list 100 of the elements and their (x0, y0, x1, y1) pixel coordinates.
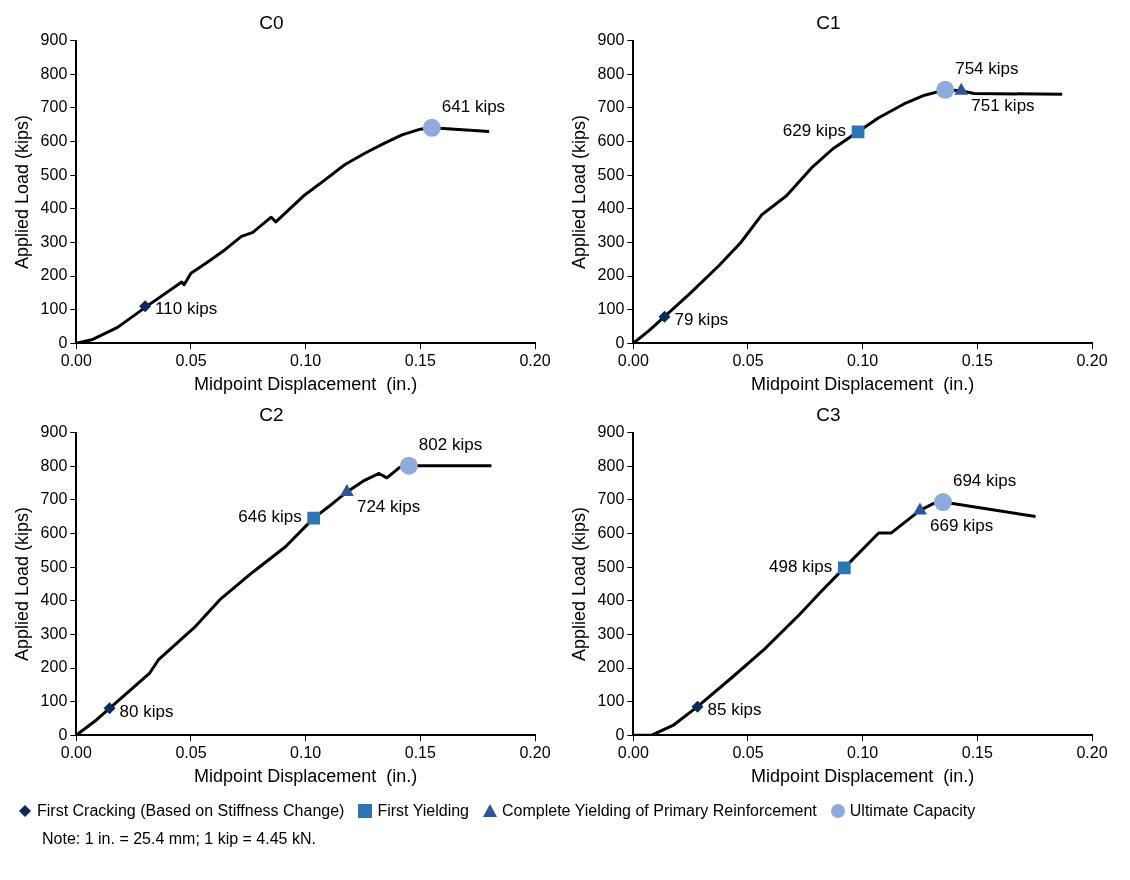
data-label: 724 kips (356, 497, 421, 517)
x-tick-label: 0.15 (961, 352, 993, 370)
x-tick-label: 0.15 (404, 352, 436, 370)
chart-title: C3 (816, 403, 841, 425)
y-axis-title: Applied Load (kips) (568, 506, 589, 662)
legend-label: Ultimate Capacity (849, 802, 976, 820)
y-tick-label: 800 (597, 64, 625, 82)
data-label: 754 kips (955, 59, 1019, 79)
y-tick-label: 300 (40, 624, 68, 642)
y-tick-label: 600 (597, 132, 625, 150)
y-tick-label: 600 (40, 132, 68, 150)
y-tick-label: 400 (40, 199, 68, 217)
y-tick-label: 900 (40, 423, 68, 441)
point (307, 511, 321, 525)
chart-title: C2 (259, 403, 284, 425)
x-tick-label: 0.00 (617, 352, 649, 370)
x-tick-label: 0.10 (290, 744, 322, 762)
y-axis-title: Applied Load (kips) (11, 506, 32, 662)
y-tick-label: 0 (58, 725, 68, 743)
legend-label: Complete Yielding of Primary Reinforcement (502, 802, 817, 820)
y-tick-label: 800 (40, 64, 68, 82)
legend-label: First Yielding (377, 802, 469, 820)
point (954, 82, 969, 95)
x-tick-label: 0.00 (60, 744, 92, 762)
x-tick-label: 0.20 (519, 744, 551, 762)
y-tick-label: 300 (597, 232, 625, 250)
y-tick-label: 300 (597, 624, 625, 642)
y-tick-label: 400 (597, 199, 625, 217)
point (936, 80, 955, 99)
x-tick-label: 0.15 (404, 744, 436, 762)
y-tick-label: 400 (40, 591, 68, 609)
y-tick-label: 400 (597, 591, 625, 609)
y-tick-label: 600 (40, 524, 68, 542)
y-tick-label: 200 (40, 658, 68, 676)
x-axis-title: Midpoint Displacement (in.) (751, 374, 975, 395)
data-label: 110 kips (155, 299, 218, 319)
x-tick-label: 0.20 (519, 352, 551, 370)
y-tick-label: 500 (40, 557, 68, 575)
y-axis-title: Applied Load (kips) (11, 114, 32, 270)
data-label: 641 kips (441, 97, 506, 117)
y-tick-label: 200 (597, 266, 625, 284)
y-tick-label: 700 (40, 98, 68, 116)
x-tick-label: 0.00 (617, 744, 649, 762)
point (658, 310, 671, 323)
x-tick-label: 0.20 (1076, 744, 1108, 762)
chart-title: C1 (816, 11, 841, 33)
point (933, 493, 952, 512)
point (851, 125, 865, 139)
y-tick-label: 900 (597, 31, 625, 49)
y-tick-label: 200 (597, 658, 625, 676)
y-tick-label: 100 (597, 692, 625, 710)
y-tick-label: 800 (40, 456, 68, 474)
y-tick-label: 0 (615, 333, 625, 351)
point (103, 702, 116, 715)
y-axis-title: Applied Load (kips) (568, 114, 589, 270)
x-tick-label: 0.05 (175, 352, 207, 370)
data-label: 498 kips (768, 557, 833, 577)
y-tick-label: 300 (40, 232, 68, 250)
x-axis-title: Midpoint Displacement (in.) (194, 374, 418, 395)
y-tick-label: 800 (597, 456, 625, 474)
x-tick-label: 0.10 (290, 352, 322, 370)
data-label: 751 kips (971, 96, 1035, 116)
y-tick-label: 700 (597, 98, 625, 116)
y-tick-label: 500 (597, 165, 625, 183)
x-axis-title: Midpoint Displacement (in.) (751, 766, 975, 787)
y-tick-label: 600 (597, 524, 625, 542)
y-tick-label: 200 (40, 266, 68, 284)
x-tick-label: 0.05 (175, 744, 207, 762)
x-tick-label: 0.00 (60, 352, 92, 370)
y-tick-label: 100 (597, 300, 625, 318)
y-tick-label: 900 (40, 31, 68, 49)
data-label: 646 kips (238, 507, 302, 527)
x-tick-label: 0.10 (847, 744, 879, 762)
x-tick-label: 0.20 (1076, 352, 1108, 370)
data-label: 669 kips (929, 515, 994, 535)
y-tick-label: 500 (597, 557, 625, 575)
y-tick-label: 0 (615, 725, 625, 743)
point (837, 561, 851, 575)
data-label: 79 kips (674, 309, 729, 329)
text: Note: 1 in. = 25.4 mm; 1 kip = 4.45 kN. (41, 830, 317, 848)
data-label: 80 kips (119, 701, 174, 721)
data-label: 85 kips (707, 699, 762, 719)
x-tick-label: 0.05 (732, 744, 764, 762)
data-label: 694 kips (952, 471, 1017, 491)
y-tick-label: 900 (597, 423, 625, 441)
x-tick-label: 0.15 (961, 744, 993, 762)
data-label: 802 kips (418, 434, 483, 454)
legend-label: First Cracking (Based on Stiffness Change) (37, 802, 345, 820)
point (399, 456, 418, 475)
y-tick-label: 700 (40, 490, 68, 508)
x-tick-label: 0.05 (732, 352, 764, 370)
y-tick-label: 100 (40, 300, 68, 318)
point (691, 700, 704, 713)
y-tick-label: 0 (58, 333, 68, 351)
data-label: 629 kips (782, 121, 847, 141)
x-axis-title: Midpoint Displacement (in.) (194, 766, 418, 787)
x-tick-label: 0.10 (847, 352, 879, 370)
y-tick-label: 100 (40, 692, 68, 710)
y-tick-label: 500 (40, 165, 68, 183)
y-tick-label: 700 (597, 490, 625, 508)
